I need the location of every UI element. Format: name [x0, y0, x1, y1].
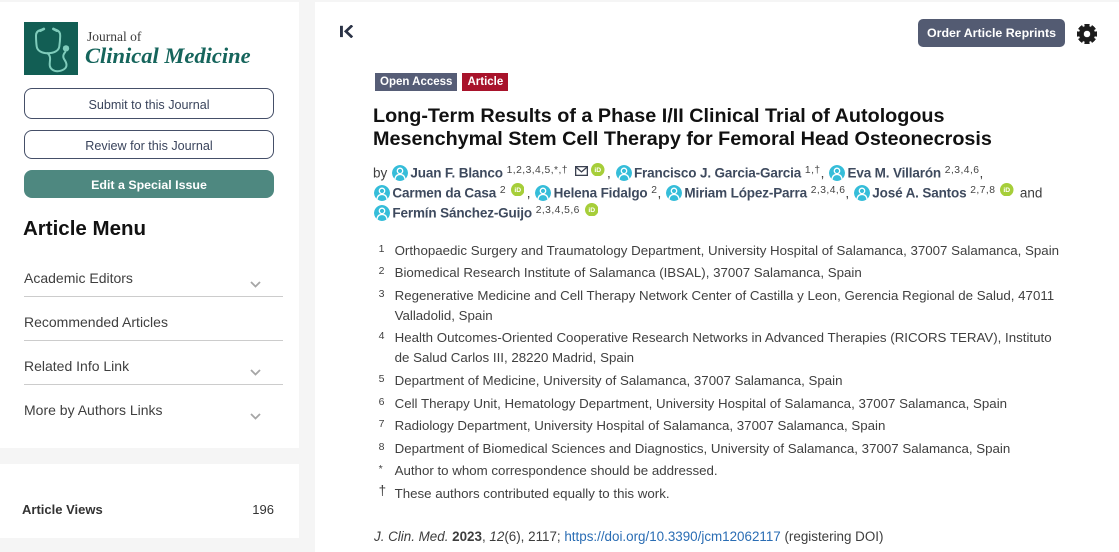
- svg-text:iD: iD: [1004, 187, 1011, 194]
- svg-text:iD: iD: [595, 167, 602, 174]
- svg-text:iD: iD: [514, 187, 521, 194]
- svg-text:iD: iD: [588, 207, 595, 214]
